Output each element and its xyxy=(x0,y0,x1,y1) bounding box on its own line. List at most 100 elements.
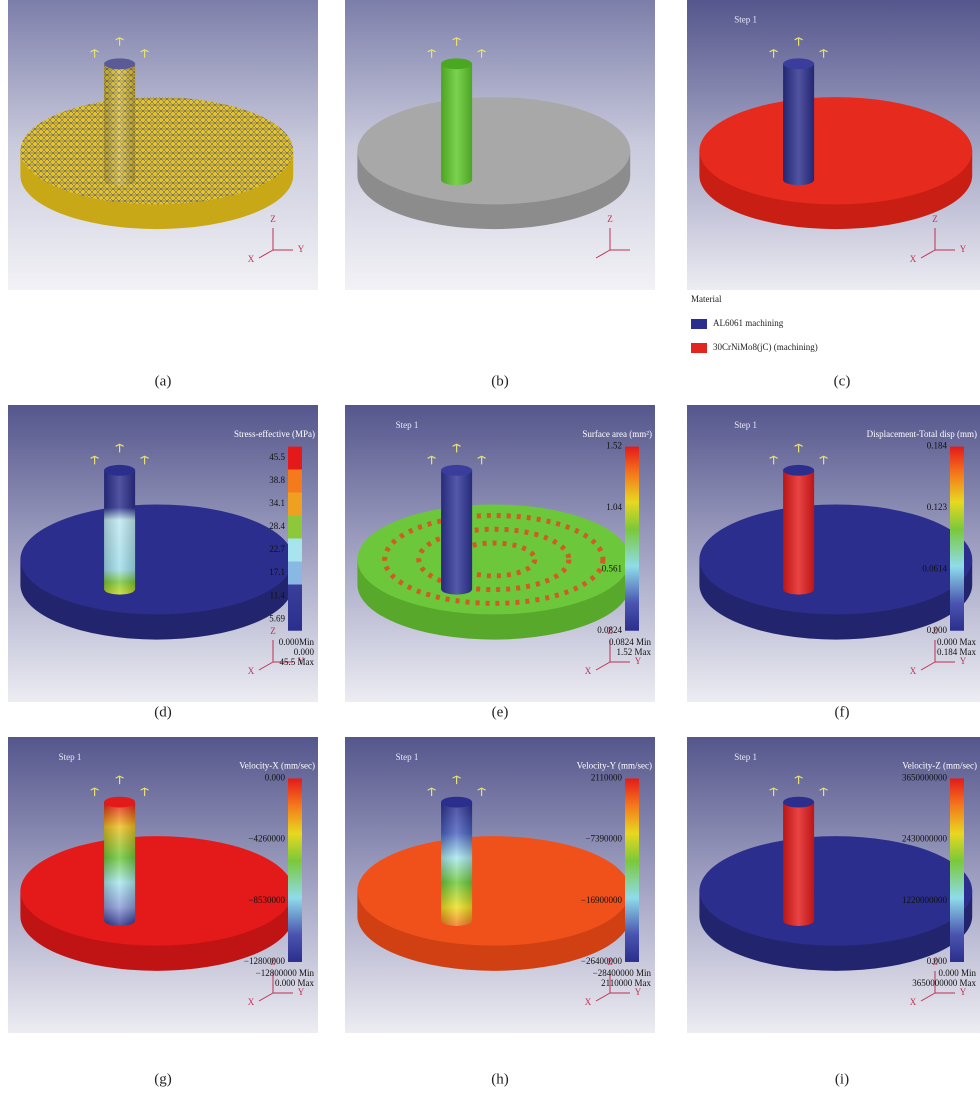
cylinder-cap xyxy=(783,797,814,808)
axis-label: X xyxy=(910,254,917,264)
legend-tick-label: −8530000 xyxy=(248,895,285,905)
cylinder-shade xyxy=(104,802,135,926)
legend-tick-label: 0.0614 xyxy=(922,563,947,573)
material-name: AL6061 machining xyxy=(713,318,784,328)
disk-top xyxy=(699,836,972,946)
figure: ZYX(a)Z(b)Step 1ZYXMaterialAL6061 machin… xyxy=(0,0,980,1098)
cylinder-shade xyxy=(441,470,472,594)
panel: ZYX xyxy=(8,0,318,290)
panel-label: (e) xyxy=(492,704,509,720)
panel-label: (h) xyxy=(491,1071,509,1087)
legend-range: −28400000 Min xyxy=(593,968,652,978)
panel-label: (b) xyxy=(491,373,509,389)
legend-tick-label: −12800000 xyxy=(244,956,286,966)
axis-label: Y xyxy=(635,987,642,997)
axis-label: Y xyxy=(960,656,967,666)
panel-label: (c) xyxy=(834,373,851,389)
legend-bar xyxy=(288,778,302,962)
legend-range: 2110000 Max xyxy=(601,978,651,988)
legend-tick-label: 0.184 xyxy=(927,441,948,451)
legend-tick-label: 3650000000 xyxy=(902,773,948,783)
panel-label: (g) xyxy=(154,1071,172,1087)
legend-tick-label: −7390000 xyxy=(585,834,622,844)
panel-label: (a) xyxy=(155,373,172,389)
material-name: 30CrNiMo8(jC) (machining) xyxy=(713,342,818,352)
legend-range: 1.52 Max xyxy=(617,647,652,657)
legend-range: −12800000 Min xyxy=(256,968,315,978)
legend-title: Velocity-Y (mm/sec) xyxy=(577,761,652,771)
legend-tick-label: 1220000000 xyxy=(902,895,948,905)
legend-tick-label: 2110000 xyxy=(591,773,623,783)
panel-label: (i) xyxy=(835,1071,849,1087)
cylinder-cap xyxy=(104,465,135,476)
panel-label: (f) xyxy=(835,704,850,720)
disk-top xyxy=(357,504,630,614)
legend-title: Stress-effective (MPa) xyxy=(234,429,315,439)
legend-tick-label: 2430000000 xyxy=(902,834,948,844)
legend-tick-label: 5.69 xyxy=(269,613,285,623)
cylinder-shade xyxy=(783,470,814,594)
axis-label: X xyxy=(910,666,917,676)
axis-label: Y xyxy=(298,987,305,997)
legend-tick-label: 0.000 xyxy=(927,625,948,635)
axis-label: Y xyxy=(635,656,642,666)
legend-title: Surface area (mm²) xyxy=(582,429,652,439)
cylinder-cap xyxy=(783,58,814,69)
legend-range: 45.5 Max xyxy=(280,657,315,667)
step-label: Step 1 xyxy=(396,752,419,762)
step-label: Step 1 xyxy=(734,752,757,762)
disk-top xyxy=(20,97,293,204)
legend-tick-label: 0.0824 xyxy=(597,625,622,635)
step-label: Step 1 xyxy=(59,752,82,762)
axis-label: X xyxy=(248,254,255,264)
cylinder-cap xyxy=(441,797,472,808)
cylinder-shade xyxy=(441,802,472,926)
axis-label: Z xyxy=(270,214,276,224)
cylinder-shade xyxy=(441,64,472,185)
legend-range: 0.184 Max xyxy=(937,647,976,657)
legend-tick-label: 28.4 xyxy=(269,521,285,531)
cylinder-cap xyxy=(104,58,135,69)
legend-range: 0.000 Max xyxy=(275,978,314,988)
legend-tick-label: 11.4 xyxy=(270,590,286,600)
legend-range: 3650000000 Max xyxy=(912,978,976,988)
legend-title: Displacement-Total disp (mm) xyxy=(867,429,977,439)
legend-tick-label: 0.000 xyxy=(265,773,286,783)
axis-label: X xyxy=(910,997,917,1007)
axis-label: Y xyxy=(960,244,967,254)
step-label: Step 1 xyxy=(396,420,419,430)
legend-tick-label: 0.123 xyxy=(927,502,948,512)
legend-tick-label: 34.1 xyxy=(269,498,285,508)
disk-top xyxy=(357,97,630,204)
legend-range: 0.000 xyxy=(294,647,315,657)
legend-bar xyxy=(625,447,639,631)
step-label: Step 1 xyxy=(734,420,757,430)
legend-tick-label: −4260000 xyxy=(248,834,285,844)
material-swatch xyxy=(691,319,707,329)
legend-tick-label: −26400000 xyxy=(581,956,623,966)
cylinder-shade xyxy=(783,64,814,185)
cylinder-shade xyxy=(104,64,135,185)
legend-tick-label: 0.000 xyxy=(927,956,948,966)
legend-range: 0.0824 Min xyxy=(609,637,652,647)
legend-tick-label: 0.561 xyxy=(602,563,622,573)
disk-top xyxy=(699,504,972,614)
axis-label: Z xyxy=(270,626,276,636)
cylinder-cap xyxy=(441,58,472,69)
legend-tick-label: −16900000 xyxy=(581,895,623,905)
disk-top xyxy=(20,836,293,946)
legend-tick-label: 1.52 xyxy=(606,441,622,451)
legend-tick-label: 45.5 xyxy=(269,452,285,462)
cylinder-shade xyxy=(783,802,814,926)
cylinder-cap xyxy=(783,465,814,476)
panel-label: (d) xyxy=(154,704,172,720)
legend-tick-label: 17.1 xyxy=(269,567,285,577)
cylinder-shade xyxy=(104,470,135,594)
material-swatch xyxy=(691,343,707,353)
legend-tick-label: 22.7 xyxy=(269,544,285,554)
